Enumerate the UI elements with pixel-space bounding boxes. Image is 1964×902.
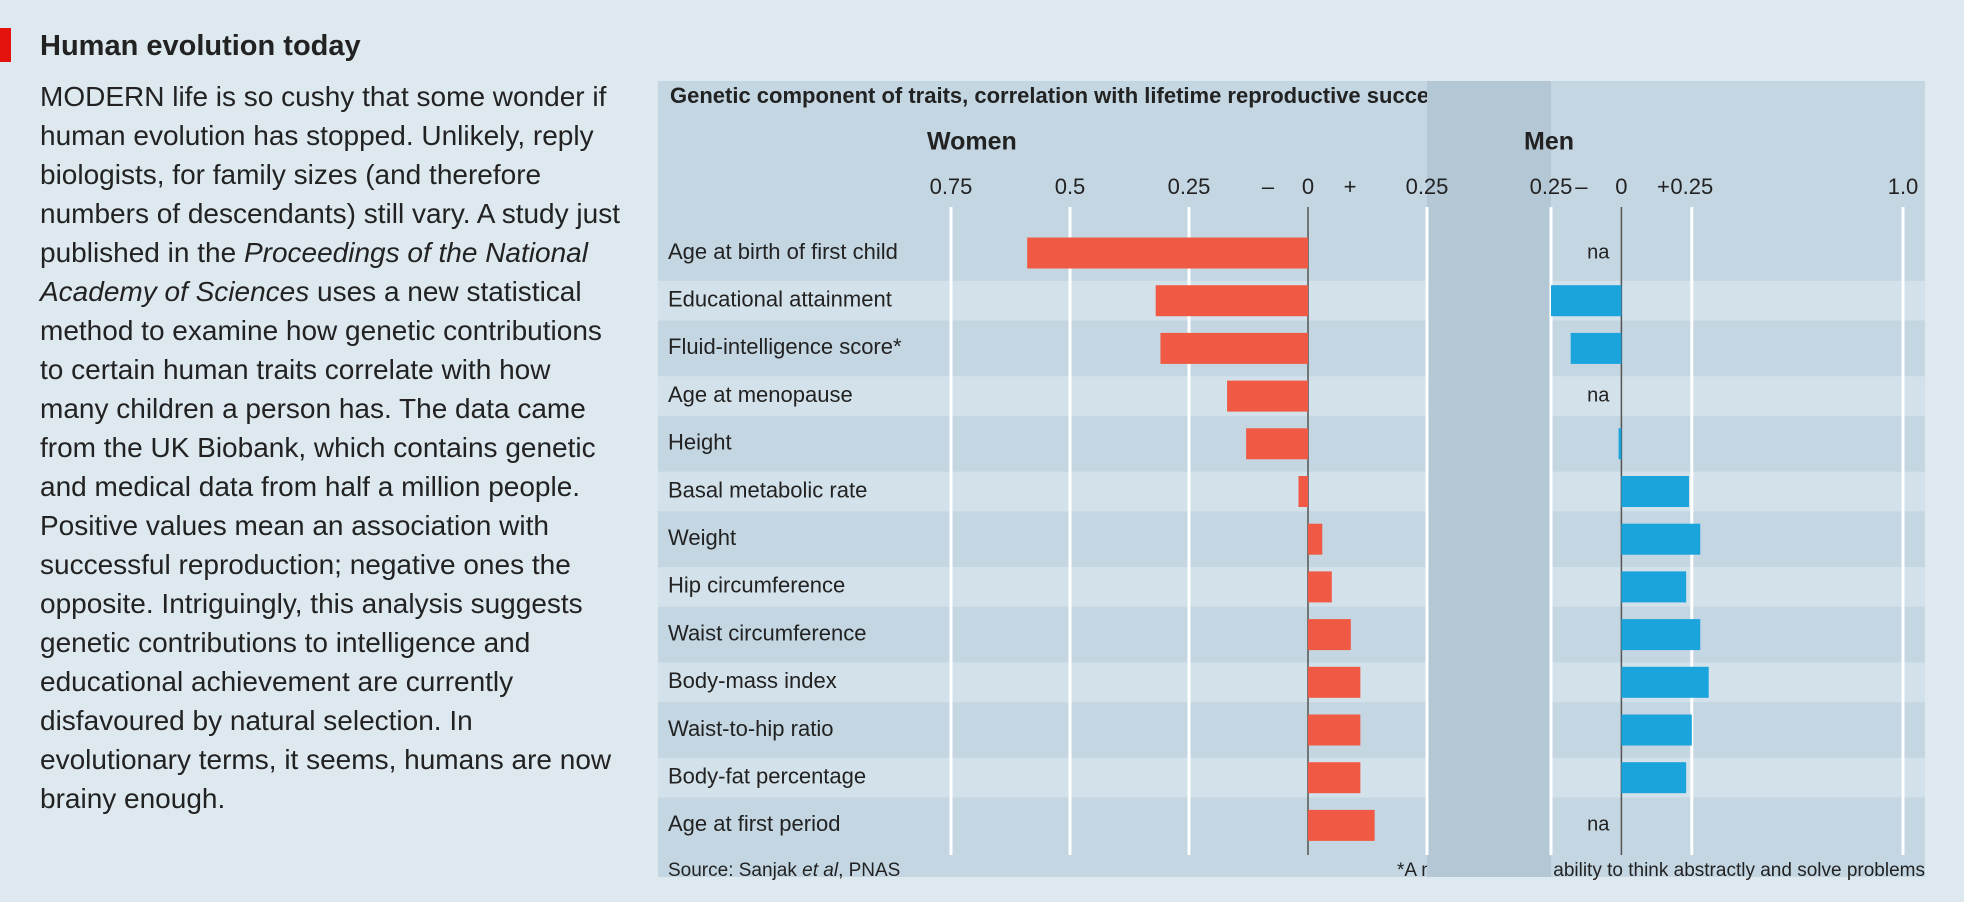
category-label: Age at birth of first child <box>668 239 898 264</box>
bar <box>1246 428 1308 460</box>
bar <box>1308 666 1361 698</box>
x-tick-label: 0.5 <box>1055 174 1086 199</box>
category-label: Weight <box>668 525 736 550</box>
category-label: Age at menopause <box>668 382 853 407</box>
category-label: Body-mass index <box>668 668 837 693</box>
x-tick-label: 0 <box>1302 174 1314 199</box>
bar <box>1551 285 1622 317</box>
x-tick-label: 1.0 <box>1888 174 1919 199</box>
value-label: na <box>1587 814 1610 836</box>
article-title: Human evolution today <box>40 30 361 62</box>
bar <box>1227 380 1308 412</box>
category-label: Age at first period <box>668 811 840 836</box>
text: uses a new statistical method to examine… <box>40 276 612 814</box>
row-stripe <box>658 662 1925 703</box>
source: Source: Sanjak et al, PNAS <box>668 860 900 881</box>
category-label: Waist-to-hip ratio <box>668 716 833 741</box>
bar <box>1621 523 1701 555</box>
article-text: MODERN life is so cushy that some wonder… <box>40 77 620 818</box>
bar <box>1155 285 1308 317</box>
bar <box>1621 762 1687 794</box>
bar <box>1621 666 1709 698</box>
bar <box>1308 523 1323 555</box>
text: MODERN life is so cushy that some wonder… <box>40 81 620 268</box>
sign-label: – <box>1262 174 1275 199</box>
category-label: Educational attainment <box>668 287 892 312</box>
sign-label: + <box>1657 174 1670 199</box>
panel-gap <box>1427 200 1551 870</box>
bar <box>1308 714 1361 746</box>
value-label: na <box>1587 241 1610 263</box>
text-italic: Proceedings of the National Academy of S… <box>40 237 588 307</box>
panel-title: Women <box>927 128 1017 156</box>
article: Human evolution today MODERN life is so … <box>40 30 620 818</box>
bar <box>1308 762 1361 794</box>
bar <box>1027 237 1308 269</box>
x-tick-label: 0.75 <box>930 174 973 199</box>
brand-mark <box>0 28 11 62</box>
x-tick-label: 0.25 <box>1406 174 1449 199</box>
panel-title: Men <box>1524 128 1574 156</box>
category-label: Height <box>668 430 732 455</box>
x-tick-label: 0.25 <box>1670 174 1713 199</box>
bar <box>1308 571 1332 603</box>
category-label: Basal metabolic rate <box>668 477 867 502</box>
chart-title: Genetic component of traits, correlation… <box>670 83 1454 108</box>
bar <box>1570 332 1622 364</box>
x-tick-label: 0.25 <box>1168 174 1211 199</box>
bar <box>1621 714 1692 746</box>
category-label: Waist circumference <box>668 620 866 645</box>
category-label: Fluid-intelligence score* <box>668 334 902 359</box>
bar <box>1621 619 1701 651</box>
bar <box>1618 428 1622 460</box>
row-stripe <box>658 567 1925 607</box>
bar <box>1160 332 1308 364</box>
value-label: na <box>1587 384 1610 406</box>
category-label: Body-fat percentage <box>668 764 866 789</box>
sign-label: + <box>1344 174 1357 199</box>
row-stripe <box>658 471 1925 512</box>
x-tick-label: 0 <box>1615 174 1627 199</box>
bar <box>1621 476 1689 507</box>
bar <box>1308 619 1351 651</box>
source-text: et al <box>802 860 839 881</box>
source-text: , PNAS <box>838 860 900 881</box>
category-label: Hip circumference <box>668 573 845 598</box>
bar <box>1298 476 1308 507</box>
bar <box>1308 809 1375 841</box>
bar <box>1621 571 1687 603</box>
sign-label: – <box>1575 174 1588 199</box>
x-tick-label: 0.25 <box>1530 174 1573 199</box>
source-text: Source: Sanjak <box>668 860 802 881</box>
row-stripe <box>658 757 1925 798</box>
